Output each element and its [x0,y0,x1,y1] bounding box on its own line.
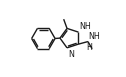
Text: N: N [68,50,74,59]
Text: H: H [86,44,92,52]
Text: NH: NH [80,22,91,31]
Text: NH: NH [88,32,100,41]
